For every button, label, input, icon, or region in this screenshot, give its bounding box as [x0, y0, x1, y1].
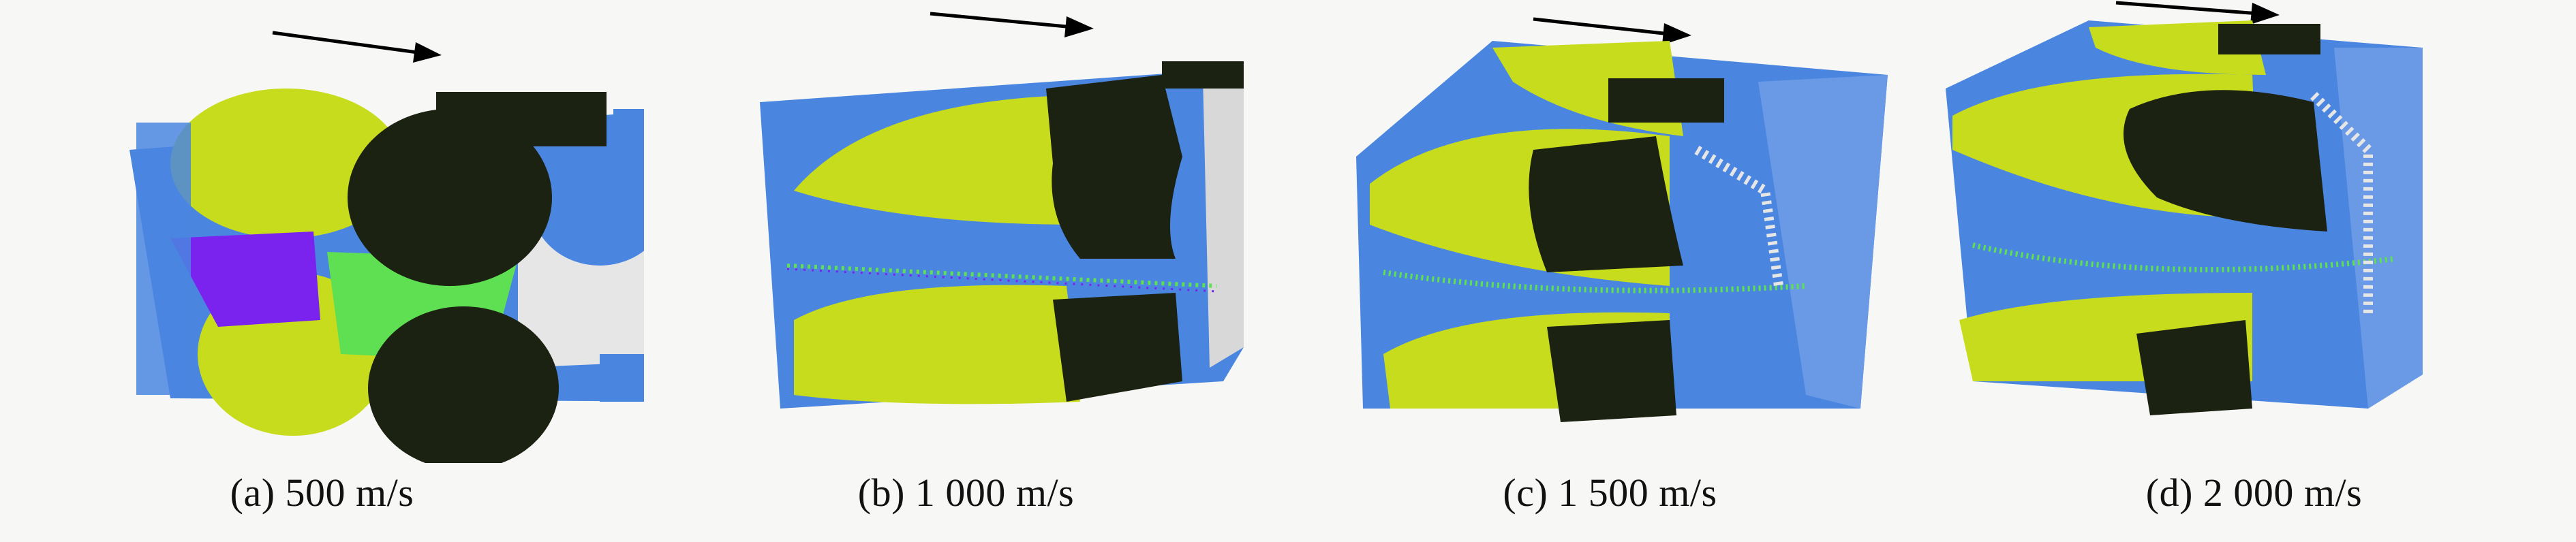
simulation-image-c [1356, 17, 1888, 422]
simulation-image-b [760, 12, 1244, 409]
simulation-image-d [1946, 1, 2423, 415]
panel-caption-b: (b) 1 000 m/s [857, 471, 1075, 515]
simulation-image-a [129, 31, 644, 463]
arrow-right-icon [1533, 17, 1691, 45]
arrow-right-icon [2115, 1, 2280, 25]
panel-caption-c: (c) 1 500 m/s [1503, 471, 1717, 515]
panel-caption-d: (d) 2 000 m/s [2145, 471, 2363, 515]
panel-c: (c) 1 500 m/s [1288, 0, 1932, 542]
arrow-right-icon [930, 12, 1094, 37]
panel-a: (a) 500 m/s [0, 0, 644, 542]
panel-caption-a: (a) 500 m/s [230, 471, 414, 515]
panel-d: (d) 2 000 m/s [1932, 0, 2576, 542]
arrow-right-icon [272, 31, 442, 63]
panel-b: (b) 1 000 m/s [644, 0, 1288, 542]
